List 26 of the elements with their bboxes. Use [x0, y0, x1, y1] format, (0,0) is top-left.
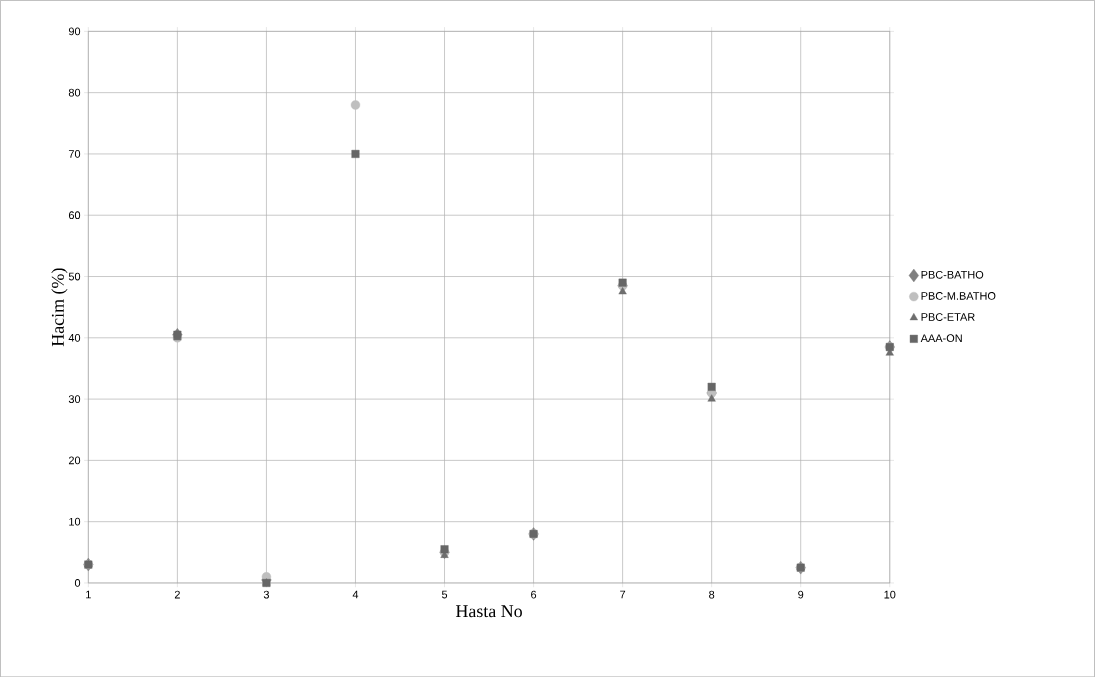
- y-tick-label: 70: [68, 149, 81, 158]
- x-tick-label: 3: [263, 590, 269, 599]
- y-tick-label: 20: [68, 456, 81, 465]
- y-tick-label: 10: [69, 517, 81, 526]
- x-tick-label: 10: [884, 590, 896, 599]
- y-tick-label: 40: [68, 333, 81, 342]
- y-tick-label: 50: [68, 272, 81, 281]
- x-tick-label: 7: [620, 590, 626, 599]
- legend-label: AAA-ON: [920, 334, 962, 342]
- x-tick-label: 2: [174, 590, 180, 599]
- x-tick-label: 6: [531, 590, 537, 599]
- y-tick-label: 0: [74, 578, 81, 587]
- y-axis-title: Hacim (%): [51, 268, 68, 347]
- x-tick-label: 9: [798, 590, 804, 599]
- legend-label: PBC-BATHO: [921, 270, 984, 279]
- x-tick-label: 4: [352, 590, 359, 599]
- legend-label: PBC-M.BATHO: [921, 291, 996, 300]
- y-tick-label: 80: [68, 88, 81, 97]
- y-tick-label: 30: [68, 395, 81, 403]
- y-tick-label: 60: [68, 211, 81, 219]
- x-tick-label: 8: [709, 590, 715, 599]
- x-tick-label: 1: [86, 590, 91, 599]
- y-tick-label: 90: [68, 27, 81, 36]
- x-axis-title: Hasta No: [455, 605, 522, 618]
- legend-label: PBC-ETAR: [921, 313, 975, 321]
- x-tick-label: 5: [441, 590, 448, 599]
